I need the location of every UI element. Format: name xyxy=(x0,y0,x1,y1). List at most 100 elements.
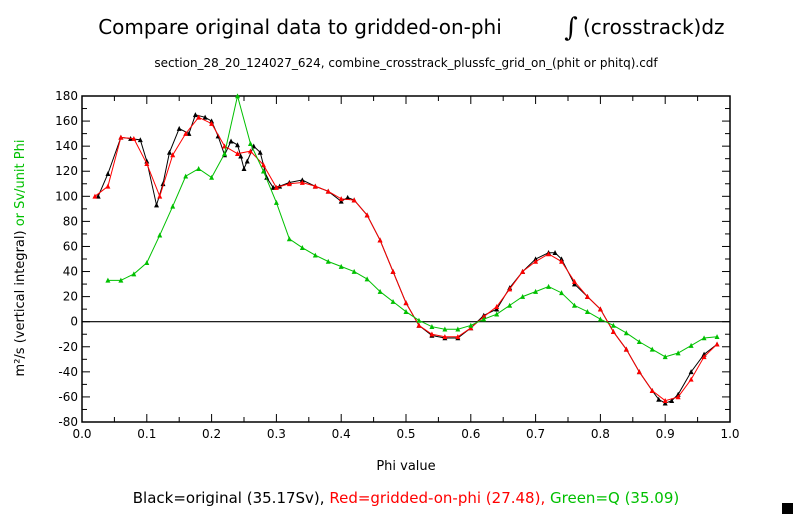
data-point-original xyxy=(270,184,276,190)
data-point-Q xyxy=(235,93,241,99)
data-point-original xyxy=(244,158,250,164)
data-point-Q xyxy=(649,346,655,352)
data-point-Q xyxy=(533,288,539,294)
data-point-gridded-on-phi xyxy=(701,354,707,360)
data-point-Q xyxy=(610,322,616,328)
data-point-original xyxy=(494,306,500,312)
data-point-Q xyxy=(494,311,500,317)
y-tick-label: -60 xyxy=(58,390,78,404)
data-point-original xyxy=(95,193,101,199)
data-point-gridded-on-phi xyxy=(377,237,383,243)
data-point-Q xyxy=(675,350,681,356)
data-point-Q xyxy=(442,326,448,332)
legend: Black=original (35.17Sv), Red=gridded-on… xyxy=(133,489,679,507)
data-point-original xyxy=(338,198,344,204)
x-axis-label: Phi value xyxy=(376,459,435,474)
data-point-Q xyxy=(636,339,642,345)
data-point-gridded-on-phi xyxy=(299,179,305,185)
svg-text:m²/s (vertical integral) or Sv: m²/s (vertical integral) or Sv/unit Phi xyxy=(13,140,28,377)
data-point-gridded-on-phi xyxy=(455,334,461,340)
data-point-Q xyxy=(429,324,435,330)
data-point-gridded-on-phi xyxy=(416,322,422,328)
data-point-original xyxy=(137,137,143,143)
data-point-gridded-on-phi xyxy=(468,325,474,331)
data-point-gridded-on-phi xyxy=(273,184,279,190)
data-point-gridded-on-phi xyxy=(610,329,616,335)
data-point-gridded-on-phi xyxy=(118,134,124,140)
data-point-gridded-on-phi xyxy=(351,197,357,203)
data-point-original xyxy=(251,143,257,149)
y-tick-label: -80 xyxy=(58,415,78,429)
data-point-gridded-on-phi xyxy=(442,334,448,340)
legend-green: Green=Q (35.09) xyxy=(550,489,679,507)
data-point-Q xyxy=(662,354,668,360)
y-tick-label: -40 xyxy=(58,365,78,379)
data-point-Q xyxy=(688,342,694,348)
data-point-Q xyxy=(144,260,150,266)
chart-title: Compare original data to gridded-on-phi xyxy=(98,15,502,39)
data-point-gridded-on-phi xyxy=(364,212,370,218)
data-point-original xyxy=(202,114,208,120)
data-point-gridded-on-phi xyxy=(92,193,98,199)
data-point-original xyxy=(176,125,182,131)
data-point-gridded-on-phi xyxy=(183,130,189,136)
data-point-gridded-on-phi xyxy=(675,394,681,400)
data-point-Q xyxy=(312,252,318,258)
data-point-gridded-on-phi xyxy=(571,278,577,284)
data-point-gridded-on-phi xyxy=(403,300,409,306)
data-point-Q xyxy=(286,236,292,242)
x-tick-label: 1.0 xyxy=(720,427,739,441)
data-point-Q xyxy=(118,277,124,283)
data-point-Q xyxy=(390,298,396,304)
data-point-original xyxy=(241,166,247,172)
legend-black: Black=original (35.17Sv), xyxy=(133,489,325,507)
y-tick-label: 100 xyxy=(55,189,78,203)
x-tick-label: 0.0 xyxy=(72,427,91,441)
data-point-gridded-on-phi xyxy=(196,114,202,120)
data-point-gridded-on-phi xyxy=(494,303,500,309)
data-point-Q xyxy=(481,316,487,322)
data-point-gridded-on-phi xyxy=(546,251,552,257)
data-point-Q xyxy=(299,245,305,251)
y-axis-label: m²/s (vertical integral) or Sv/unit Phi xyxy=(13,140,28,377)
title-suffix: (crosstrack)dz xyxy=(583,15,725,39)
data-point-original xyxy=(192,112,198,118)
series-line-Q xyxy=(107,95,718,358)
data-point-gridded-on-phi xyxy=(338,196,344,202)
data-point-Q xyxy=(325,258,331,264)
y-tick-label: 80 xyxy=(63,214,78,228)
data-point-gridded-on-phi xyxy=(170,152,176,158)
data-point-original xyxy=(552,250,558,256)
data-point-original xyxy=(688,369,694,375)
data-point-Q xyxy=(260,168,266,174)
data-point-Q xyxy=(597,316,603,322)
data-point-Q xyxy=(416,317,422,323)
ylabel-green: or Sv/unit Phi xyxy=(13,140,28,231)
series-line-original xyxy=(97,114,718,404)
data-point-gridded-on-phi xyxy=(247,148,253,154)
data-point-Q xyxy=(105,277,111,283)
data-point-Q xyxy=(338,263,344,269)
data-point-gridded-on-phi xyxy=(533,258,539,264)
data-point-gridded-on-phi xyxy=(597,306,603,312)
x-tick-label: 0.5 xyxy=(396,427,415,441)
title-integral: ∫ xyxy=(564,13,578,43)
data-point-gridded-on-phi xyxy=(662,398,668,403)
data-point-Q xyxy=(455,326,461,332)
x-tick-label: 0.4 xyxy=(332,427,351,441)
data-point-Q xyxy=(546,283,552,289)
data-point-Q xyxy=(273,199,279,205)
data-point-original xyxy=(257,149,263,155)
legend-red: Red=gridded-on-phi (27.48), xyxy=(329,489,545,507)
data-point-gridded-on-phi xyxy=(260,162,266,168)
data-point-original xyxy=(571,281,577,287)
x-tick-label: 0.1 xyxy=(137,427,156,441)
x-tick-label: 0.7 xyxy=(526,427,545,441)
x-tick-label: 0.9 xyxy=(656,427,675,441)
y-tick-label: 180 xyxy=(55,89,78,103)
data-point-gridded-on-phi xyxy=(688,376,694,382)
data-point-Q xyxy=(222,151,228,156)
data-point-gridded-on-phi xyxy=(209,120,215,126)
data-point-gridded-on-phi xyxy=(325,188,331,194)
